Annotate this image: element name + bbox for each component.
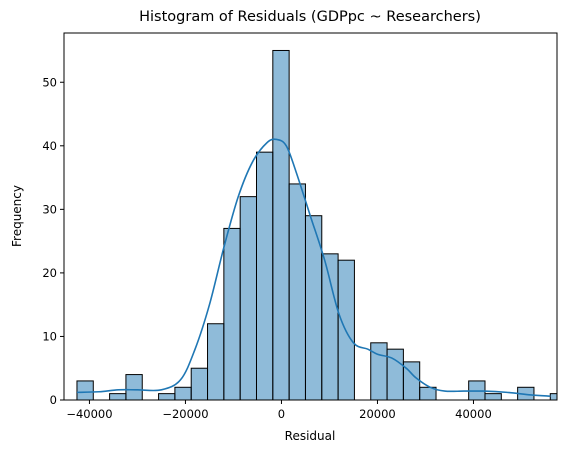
histogram-bar xyxy=(288,183,306,401)
plot-frame xyxy=(63,32,558,401)
kde-curve xyxy=(76,138,551,397)
histogram-bars xyxy=(76,49,558,401)
histogram-bar xyxy=(125,374,143,401)
histogram-bar xyxy=(76,380,94,401)
histogram-bar xyxy=(321,253,339,401)
x-tick-label: 0 xyxy=(278,407,285,421)
y-tick-label: 40 xyxy=(42,139,57,153)
histogram-bar xyxy=(272,49,290,401)
histogram-bar xyxy=(484,393,502,401)
histogram-bar xyxy=(109,393,127,401)
y-tick-label: 50 xyxy=(42,75,57,89)
y-tick-label: 20 xyxy=(42,266,57,280)
x-tick-label: 20000 xyxy=(359,407,396,421)
x-axis-label: Residual xyxy=(285,429,336,443)
x-tick-label: 40000 xyxy=(455,407,492,421)
histogram-bar xyxy=(158,393,176,401)
x-tick-label: −20000 xyxy=(162,407,208,421)
histogram-bar xyxy=(223,227,241,401)
x-axis-ticks: −40000 −20000 0 20000 40000 xyxy=(66,400,492,421)
y-axis-label: Frequency xyxy=(10,185,24,247)
chart-title: Histogram of Residuals (GDPpc ~ Research… xyxy=(139,9,481,25)
histogram-bar xyxy=(255,151,274,401)
y-tick-label: 30 xyxy=(42,202,57,216)
histogram-bar xyxy=(174,386,192,401)
y-axis-ticks: 0 10 20 30 40 50 xyxy=(42,75,64,407)
histogram-bar xyxy=(207,323,225,401)
y-tick-label: 0 xyxy=(50,393,57,407)
histogram-bar xyxy=(549,393,558,401)
histogram-bar xyxy=(239,196,257,401)
x-tick-label: −40000 xyxy=(66,407,112,421)
histogram-bar xyxy=(190,367,209,401)
y-tick-label: 10 xyxy=(42,329,57,343)
